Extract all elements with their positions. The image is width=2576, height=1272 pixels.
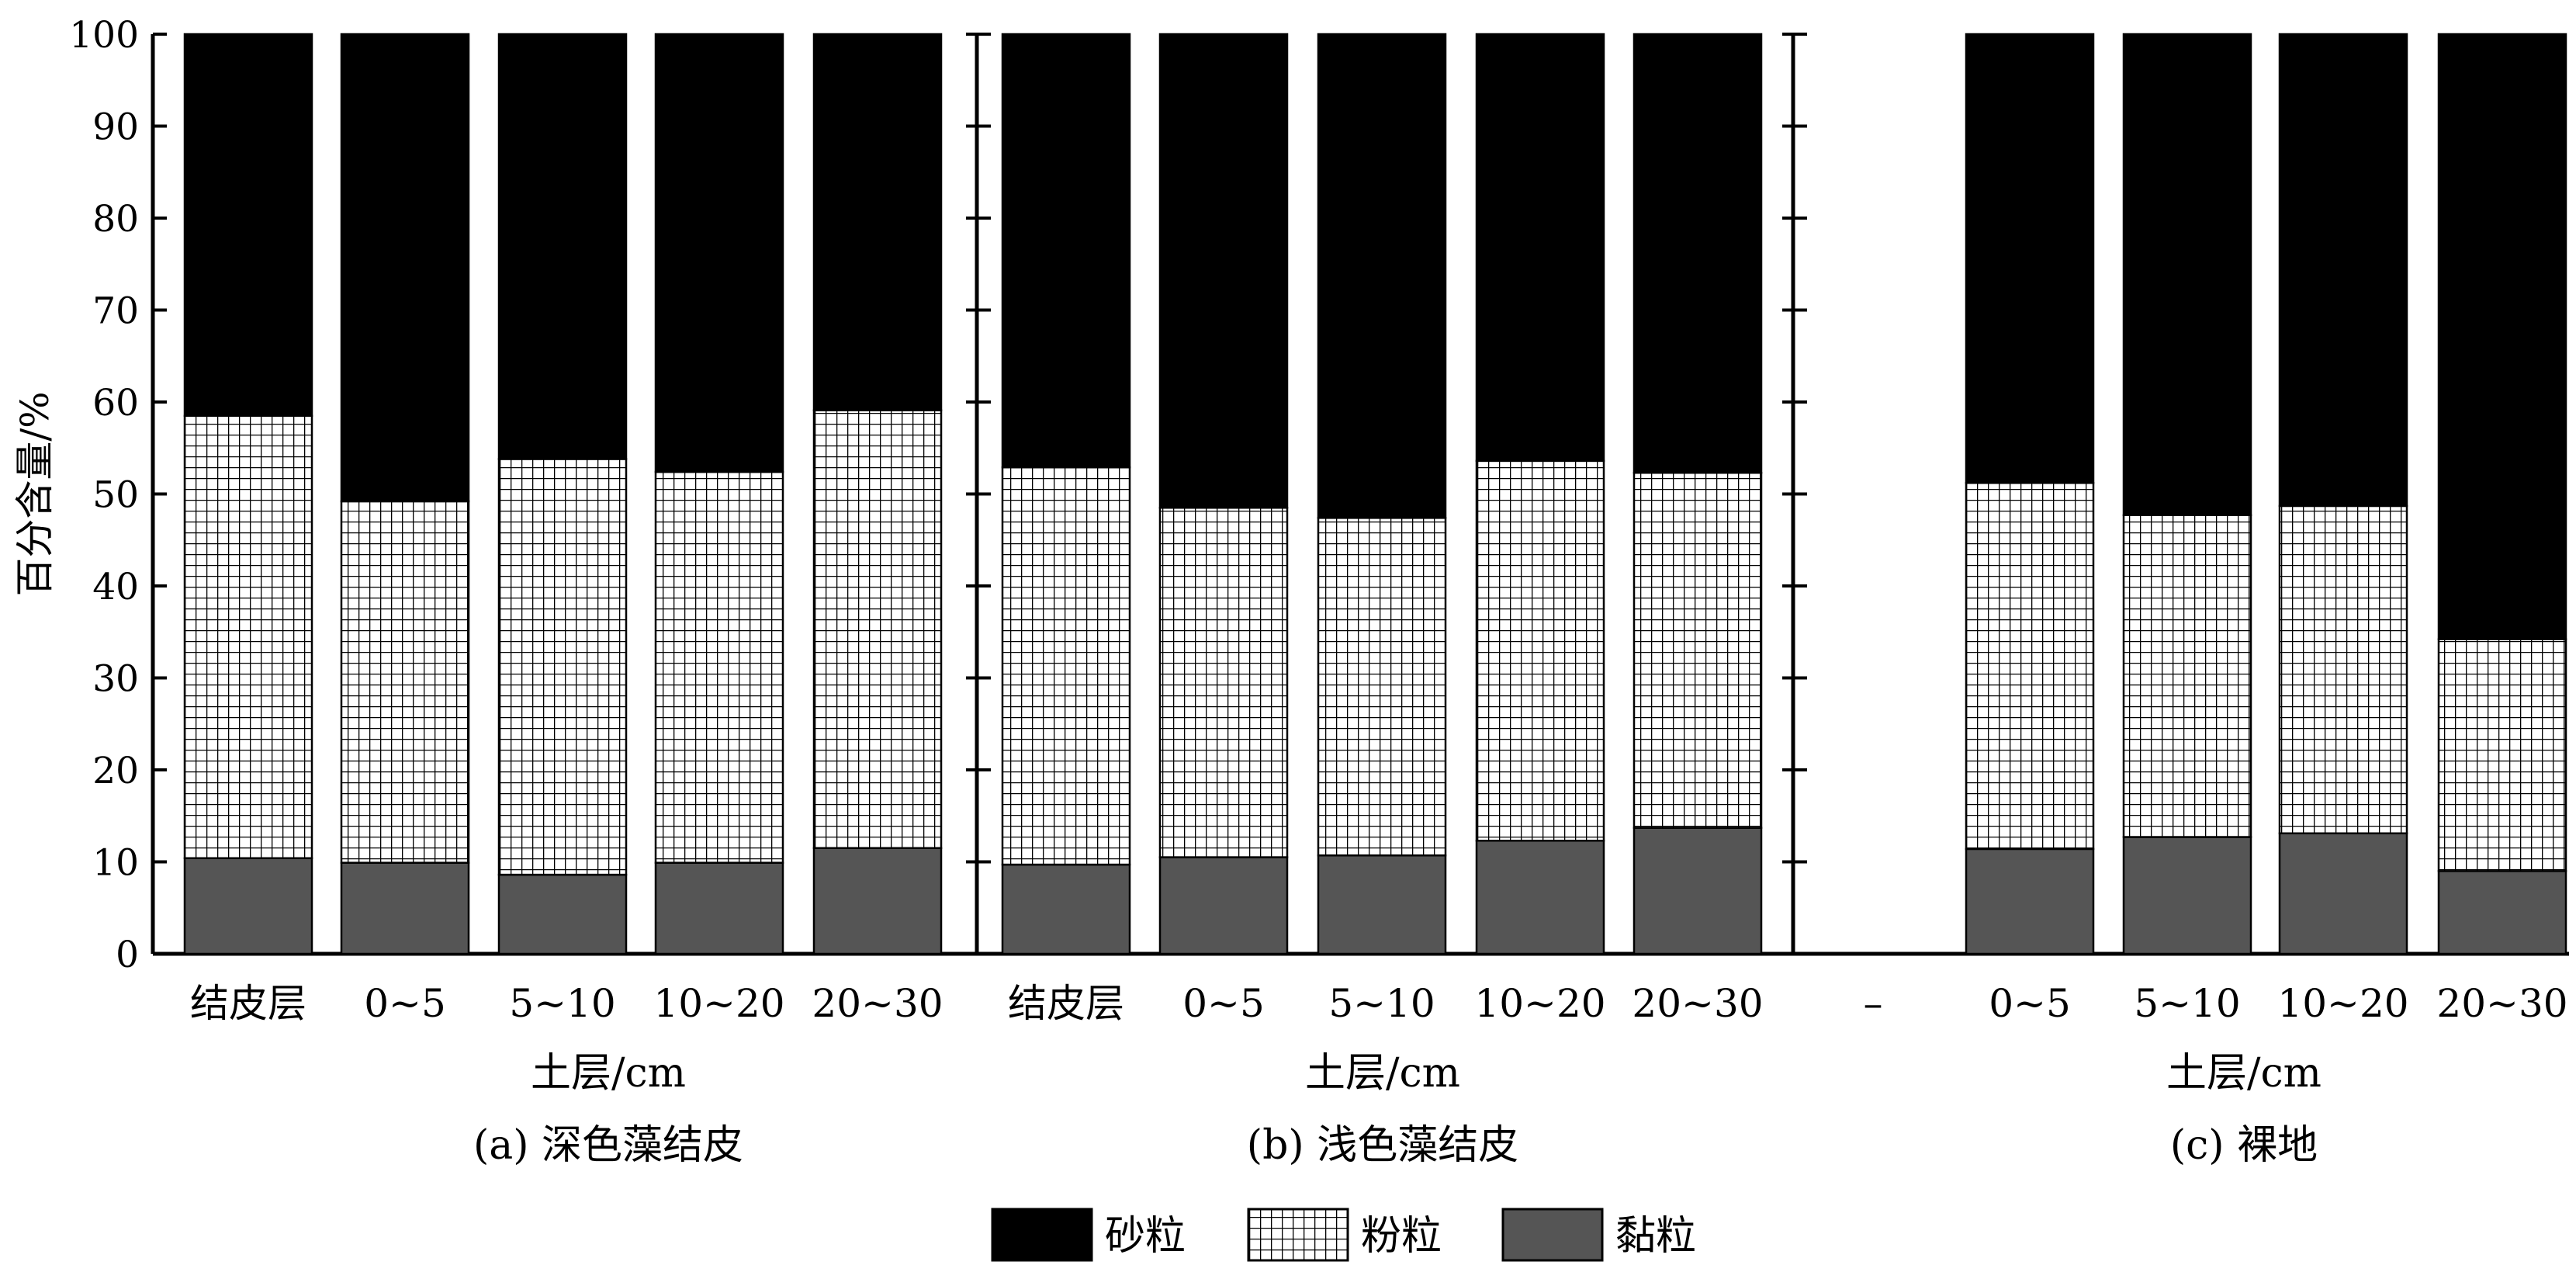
y-tick-label: 0 <box>116 934 139 976</box>
bar-segment <box>2122 33 2252 517</box>
x-tick-label: 结皮层 <box>190 981 306 1026</box>
bar-segment <box>654 861 784 955</box>
x-tick-label: 结皮层 <box>1008 981 1124 1026</box>
bar-segment <box>183 857 313 955</box>
bar-segment <box>1965 847 2095 955</box>
x-tick-label: 10~20 <box>653 981 784 1026</box>
x-tick-label: 0~5 <box>364 981 446 1026</box>
bar-segment <box>2437 33 2567 640</box>
y-tick-label: 70 <box>92 290 139 333</box>
bar-segment <box>1633 471 1763 829</box>
y-tick-label: 10 <box>92 842 139 885</box>
y-tick-label: 100 <box>69 14 139 57</box>
panel-label: (b) 浅色藻结皮 <box>1247 1122 1518 1169</box>
bar-segment <box>2278 832 2408 955</box>
bar-segment <box>1475 839 1605 955</box>
x-tick-label: 10~20 <box>1474 981 1605 1026</box>
bar-segment <box>2437 638 2567 872</box>
legend-label: 粉粒 <box>1361 1213 1442 1260</box>
panel-label: (c) 裸地 <box>2170 1122 2318 1169</box>
bar-segment <box>654 33 784 473</box>
x-axis-label: 土层/cm <box>531 1050 686 1097</box>
x-tick-label: – <box>1864 981 1883 1026</box>
bar-segment <box>1317 33 1447 519</box>
x-tick-label: 10~20 <box>2277 981 2408 1026</box>
y-tick-label: 30 <box>92 658 139 701</box>
bar-segment <box>1965 33 2095 484</box>
panel-label: (a) 深色藻结皮 <box>473 1122 743 1169</box>
legend-label: 砂粒 <box>1105 1213 1186 1260</box>
y-tick-label: 60 <box>92 382 139 425</box>
y-tick-label: 40 <box>92 566 139 608</box>
bar-segment <box>2278 33 2408 508</box>
bar-segment <box>1633 33 1763 474</box>
bar-segment <box>1158 33 1289 509</box>
bar-segment <box>1317 517 1447 857</box>
y-tick-label: 80 <box>92 198 139 241</box>
bar-segment <box>497 33 628 460</box>
x-tick-label: 0~5 <box>1989 981 2071 1026</box>
y-tick-label: 50 <box>92 474 139 517</box>
x-tick-label: 20~30 <box>1632 981 1763 1026</box>
bar-segment <box>2437 870 2567 955</box>
y-tick-label: 20 <box>92 750 139 792</box>
x-tick-label: 0~5 <box>1182 981 1265 1026</box>
bar-segment <box>1633 827 1763 955</box>
bar-segment <box>1001 466 1131 866</box>
y-tick-label: 90 <box>92 106 139 149</box>
bar-segment <box>812 33 943 411</box>
bar-segment <box>340 33 470 503</box>
legend-swatch <box>1501 1208 1604 1262</box>
x-tick-label: 20~30 <box>2436 981 2567 1026</box>
bar-segment <box>2122 836 2252 955</box>
y-axis-label: 百分含量/% <box>12 391 57 596</box>
bar-segment <box>340 500 470 864</box>
legend-swatch <box>991 1208 1093 1262</box>
bar-segment <box>812 409 943 849</box>
x-axis-label: 土层/cm <box>1305 1050 1460 1097</box>
bar-segment <box>654 470 784 864</box>
legend-label: 黏粒 <box>1615 1213 1696 1260</box>
bar-segment <box>183 33 313 418</box>
x-axis-label: 土层/cm <box>2166 1050 2322 1097</box>
bar-segment <box>1475 33 1605 463</box>
bar-segment <box>1317 854 1447 955</box>
bar-segment <box>1001 863 1131 955</box>
x-tick-label: 20~30 <box>812 981 943 1026</box>
x-tick-label: 5~10 <box>2134 981 2240 1026</box>
bar-segment <box>2122 514 2252 838</box>
bar-segment <box>1475 459 1605 842</box>
bar-segment <box>2278 504 2408 835</box>
bar-segment <box>1001 33 1131 469</box>
bar-segment <box>812 847 943 955</box>
legend: 砂粒 粉粒 黏粒 <box>991 1208 1696 1262</box>
labels: 0 10 20 30 40 50 60 70 80 90 100 百分含量/% 结皮层 0~5 5~10 10… <box>12 14 2568 1169</box>
x-tick-label: 5~10 <box>509 981 615 1026</box>
bar-segment <box>1965 482 2095 851</box>
bar-segment <box>183 414 313 860</box>
bar-segment <box>1158 507 1289 858</box>
bar-segment <box>1158 856 1289 955</box>
bars <box>183 33 2567 955</box>
x-tick-label: 5~10 <box>1328 981 1435 1026</box>
legend-swatch <box>1247 1208 1349 1262</box>
bar-segment <box>497 458 628 876</box>
bar-segment <box>497 873 628 955</box>
bar-segment <box>340 861 470 955</box>
